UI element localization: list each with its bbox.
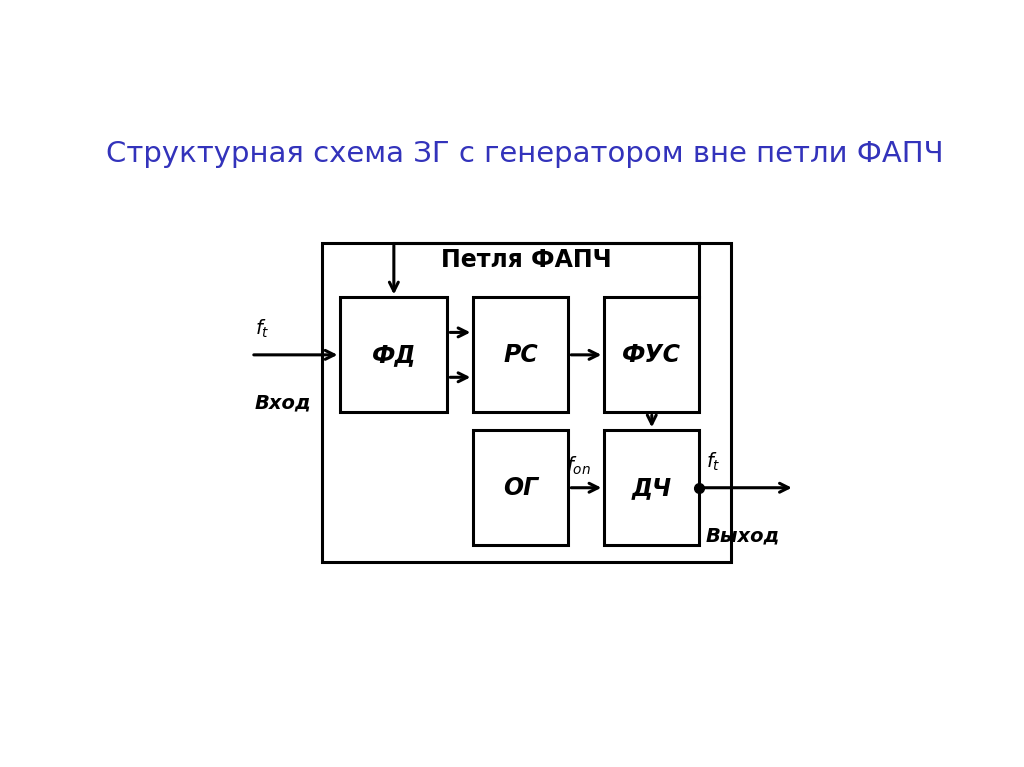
Text: Петля ФАПЧ: Петля ФАПЧ xyxy=(441,249,611,272)
Text: Выход: Выход xyxy=(706,526,780,545)
Text: Структурная схема ЗГ с генератором вне петли ФАПЧ: Структурная схема ЗГ с генератором вне п… xyxy=(106,140,943,168)
Bar xyxy=(604,298,699,413)
Text: ФУС: ФУС xyxy=(623,343,681,367)
Bar xyxy=(340,298,447,413)
Bar xyxy=(604,430,699,545)
Bar xyxy=(473,430,568,545)
Bar xyxy=(473,298,568,413)
Text: $f_{on}$: $f_{on}$ xyxy=(566,455,591,477)
Text: $f_t$: $f_t$ xyxy=(706,451,720,473)
Text: ОГ: ОГ xyxy=(503,476,539,500)
Text: ФД: ФД xyxy=(372,343,416,367)
Text: Вход: Вход xyxy=(255,393,311,412)
Text: РС: РС xyxy=(504,343,539,367)
Text: $f_t$: $f_t$ xyxy=(255,318,269,340)
Text: ДЧ: ДЧ xyxy=(632,476,672,500)
Bar xyxy=(323,242,731,561)
